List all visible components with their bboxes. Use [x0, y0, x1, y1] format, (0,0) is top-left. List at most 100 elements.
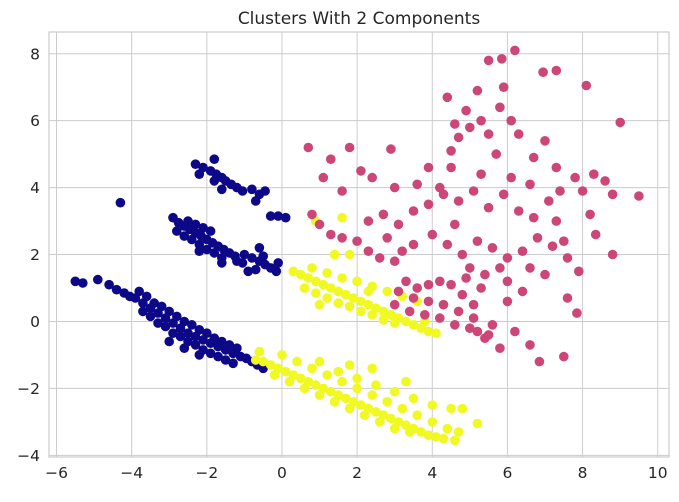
data-point [540, 136, 550, 146]
data-point [213, 351, 223, 362]
data-point [247, 184, 257, 195]
data-point [495, 102, 505, 113]
y-tick-label: 0 [30, 313, 40, 331]
data-point [472, 326, 483, 337]
data-point [175, 331, 186, 342]
data-point [187, 320, 197, 330]
data-point [412, 283, 423, 293]
data-point [483, 55, 494, 66]
data-point [401, 316, 411, 327]
x-tick-label: 4 [427, 464, 437, 482]
data-point [292, 356, 302, 367]
series-1 [70, 154, 291, 374]
data-point [260, 186, 270, 196]
data-point [134, 286, 144, 297]
data-point [172, 311, 182, 322]
data-point [237, 186, 248, 196]
data-point [179, 316, 190, 327]
data-point [337, 233, 347, 243]
data-point [138, 306, 148, 317]
data-point [457, 249, 468, 260]
data-point [243, 266, 253, 277]
data-point [495, 263, 505, 273]
data-point [634, 191, 644, 201]
data-point [209, 176, 220, 186]
data-point [220, 355, 231, 365]
data-point [168, 328, 178, 339]
data-point [510, 326, 520, 337]
data-point [423, 279, 434, 290]
data-point [438, 189, 449, 200]
data-point [401, 276, 411, 287]
data-point [333, 286, 344, 297]
data-point [453, 306, 464, 317]
data-point [393, 219, 404, 230]
data-point [506, 115, 516, 126]
data-point [498, 82, 509, 92]
data-point [254, 346, 265, 357]
data-point [442, 92, 453, 103]
data-point [367, 172, 378, 183]
data-point [389, 299, 400, 310]
data-point [465, 323, 475, 334]
data-point [311, 288, 321, 298]
data-point [179, 343, 190, 354]
data-point [198, 223, 208, 233]
data-point [450, 435, 460, 446]
data-point [153, 318, 163, 328]
x-tick-label: 2 [352, 464, 362, 482]
data-point [446, 279, 456, 290]
data-point [502, 296, 513, 307]
data-point [404, 427, 415, 437]
data-point [356, 400, 366, 410]
data-point [393, 286, 404, 297]
data-point [280, 366, 291, 377]
data-point [322, 370, 332, 380]
data-point [581, 80, 592, 91]
data-point [337, 186, 347, 196]
data-point [534, 356, 545, 367]
data-point [265, 360, 276, 370]
data-point [183, 216, 193, 226]
data-point [427, 229, 438, 240]
data-point [480, 269, 490, 280]
data-point [450, 320, 460, 330]
data-point [359, 410, 370, 421]
data-point [453, 132, 464, 143]
data-point [333, 298, 344, 308]
data-point [352, 276, 362, 287]
data-point [190, 159, 201, 169]
data-point [487, 320, 498, 330]
data-point [468, 299, 479, 310]
data-point [423, 162, 434, 173]
y-tick-label: 4 [30, 179, 40, 197]
data-point [344, 249, 355, 260]
data-point [538, 67, 548, 77]
data-point [258, 356, 269, 367]
data-point [547, 241, 558, 251]
data-point [476, 169, 486, 179]
series-3 [303, 45, 644, 367]
data-point [326, 154, 336, 164]
data-point [352, 236, 362, 246]
data-point [397, 246, 408, 256]
data-point [461, 105, 471, 116]
data-point [337, 273, 347, 283]
data-point [104, 279, 114, 290]
data-point [371, 380, 381, 390]
data-point [465, 122, 475, 133]
data-point [397, 403, 408, 414]
x-tick-label: −4 [120, 464, 143, 482]
y-tick-label: 2 [30, 246, 40, 264]
x-tick-label: 10 [648, 464, 668, 482]
data-point [435, 276, 445, 287]
data-point [183, 328, 193, 339]
data-point [423, 296, 434, 307]
data-point [468, 186, 479, 196]
data-point [551, 162, 562, 173]
data-point [408, 206, 419, 216]
data-point [570, 172, 580, 183]
data-point [333, 366, 344, 377]
data-point [615, 117, 625, 128]
